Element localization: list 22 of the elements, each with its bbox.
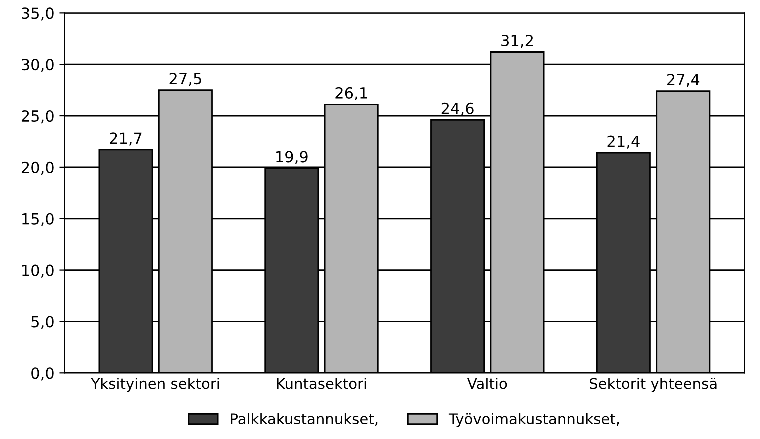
y-tick-label: 10,0	[22, 264, 54, 278]
y-tick-label: 0,0	[32, 368, 54, 381]
data-label: 26,1	[336, 87, 368, 101]
data-label: 27,4	[668, 74, 700, 88]
legend-label: Palkkakustannukset,	[231, 413, 378, 426]
data-label: 19,9	[276, 151, 308, 164]
y-tick-label: 35,0	[22, 8, 54, 21]
data-label: 21,7	[110, 132, 142, 146]
data-label: 31,2	[502, 34, 533, 48]
x-tick-label: Yksityinen sektori	[91, 378, 220, 392]
x-tick-label: Kuntasektori	[277, 378, 366, 390]
data-label: 24,6	[442, 102, 474, 116]
y-tick-label: 15,0	[22, 213, 54, 226]
data-label: 21,4	[608, 136, 640, 149]
y-tick-label: 5,0	[32, 316, 54, 330]
x-tick-label: Valtio	[468, 378, 508, 390]
legend-label: Työvoimakustannukset,	[448, 413, 620, 428]
y-tick-label: 25,0	[22, 110, 54, 124]
x-tick-label: Sektorit yhteensä	[590, 378, 717, 392]
data-label: 27,5	[170, 73, 202, 86]
y-tick-label: 30,0	[22, 59, 54, 72]
y-tick-label: 20,0	[22, 162, 54, 176]
